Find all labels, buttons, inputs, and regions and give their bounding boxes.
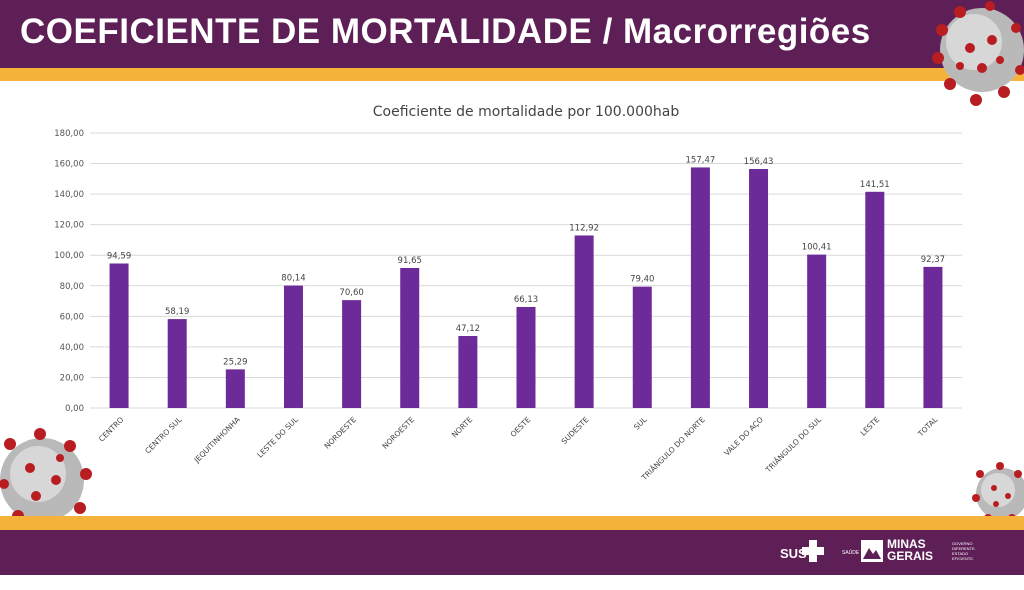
coronavirus-icon-bottom-left xyxy=(0,428,92,529)
data-label: 70,60 xyxy=(339,288,363,298)
x-tick-label: NORTE xyxy=(450,415,475,440)
header-accent-stripe xyxy=(0,68,1024,81)
y-tick-label: 60,00 xyxy=(60,312,84,322)
x-tick-label: TOTAL xyxy=(915,414,939,438)
saude-label: SAÚDE xyxy=(842,550,860,556)
minas-gerais-logo-text: MINAS GERAIS xyxy=(887,538,933,578)
x-tick-label: SUDESTE xyxy=(560,415,591,446)
minas-gerais-mountain-icon xyxy=(861,540,883,562)
y-tick-label: 140,00 xyxy=(54,190,84,200)
data-label: 112,92 xyxy=(569,223,599,233)
x-tick-label: CENTRO xyxy=(97,415,126,444)
y-tick-label: 40,00 xyxy=(60,343,84,353)
chart-title: Coeficiente de mortalidade por 100.000ha… xyxy=(373,104,680,120)
x-tick-label: NORDESTE xyxy=(322,415,358,451)
x-tick-label: CENTRO SUL xyxy=(143,414,184,455)
x-tick-label: OESTE xyxy=(509,415,533,439)
bar xyxy=(283,285,303,408)
sus-logo-text: SUS xyxy=(780,546,807,561)
y-tick-label: 80,00 xyxy=(60,282,84,292)
data-label: 94,59 xyxy=(107,251,131,261)
data-label: 157,47 xyxy=(686,155,716,165)
data-label: 156,43 xyxy=(744,157,774,167)
x-tick-label: NOROESTE xyxy=(380,415,416,451)
slogan-line-4: EFICIENTE. xyxy=(952,556,975,561)
slogan-line-1: GOVERNO xyxy=(952,541,973,546)
bar xyxy=(807,254,827,408)
x-tick-label: LESTE DO SUL xyxy=(255,414,300,459)
page-title: COEFICIENTE DE MORTALIDADE / Macrorregiõ… xyxy=(20,12,871,51)
sus-cross-icon xyxy=(802,540,824,562)
bar xyxy=(516,306,536,408)
y-tick-label: 20,00 xyxy=(60,373,84,383)
data-label: 80,14 xyxy=(281,274,305,284)
x-tick-label: LESTE xyxy=(859,415,882,438)
data-label: 66,13 xyxy=(514,295,538,305)
bar xyxy=(749,169,769,408)
bar xyxy=(865,191,885,408)
coronavirus-icon-bottom-right xyxy=(972,462,1024,522)
mortality-bar-chart: Coeficiente de mortalidade por 100.000ha… xyxy=(54,104,962,483)
y-tick-label: 120,00 xyxy=(54,221,84,231)
bar xyxy=(632,286,652,408)
data-label: 92,37 xyxy=(921,255,945,265)
bar xyxy=(574,235,594,408)
minas-label: MINAS xyxy=(887,537,926,551)
slogan-line-3: ESTADO xyxy=(952,551,969,556)
y-tick-label: 180,00 xyxy=(54,129,84,139)
y-tick-label: 100,00 xyxy=(54,251,84,261)
data-label: 47,12 xyxy=(456,324,480,334)
footer-bar xyxy=(0,530,1024,575)
data-label: 100,41 xyxy=(802,243,832,253)
x-tick-label: SUL xyxy=(632,414,649,431)
government-slogan: GOVERNO DIFERENTE. ESTADO EFICIENTE. xyxy=(952,541,976,581)
data-label: 91,65 xyxy=(398,256,422,266)
data-label: 79,40 xyxy=(630,275,654,285)
y-tick-label: 160,00 xyxy=(54,160,84,170)
x-tick-label: VALE DO AÇO xyxy=(722,415,765,458)
bar xyxy=(225,369,245,408)
bar xyxy=(167,319,187,408)
data-label: 141,51 xyxy=(860,180,890,190)
header-bar xyxy=(0,0,1024,68)
x-tick-label: TRIÂNGULO DO SUL xyxy=(763,414,823,474)
x-tick-label: JEQUITINHONHA xyxy=(192,414,243,465)
data-label: 58,19 xyxy=(165,307,189,317)
bar xyxy=(400,267,420,408)
bar xyxy=(690,167,710,408)
coronavirus-icon-top-right xyxy=(932,1,1024,106)
data-label: 25,29 xyxy=(223,357,247,367)
bar xyxy=(342,300,362,408)
bar xyxy=(109,263,129,408)
y-tick-label: 0,00 xyxy=(65,404,84,414)
footer-accent-stripe xyxy=(0,516,1024,530)
gerais-label: GERAIS xyxy=(887,549,934,563)
slogan-line-2: DIFERENTE. xyxy=(952,546,976,551)
bar xyxy=(458,336,478,408)
bar xyxy=(923,266,943,408)
x-tick-label: TRIÂNGULO DO NORTE xyxy=(639,415,707,483)
